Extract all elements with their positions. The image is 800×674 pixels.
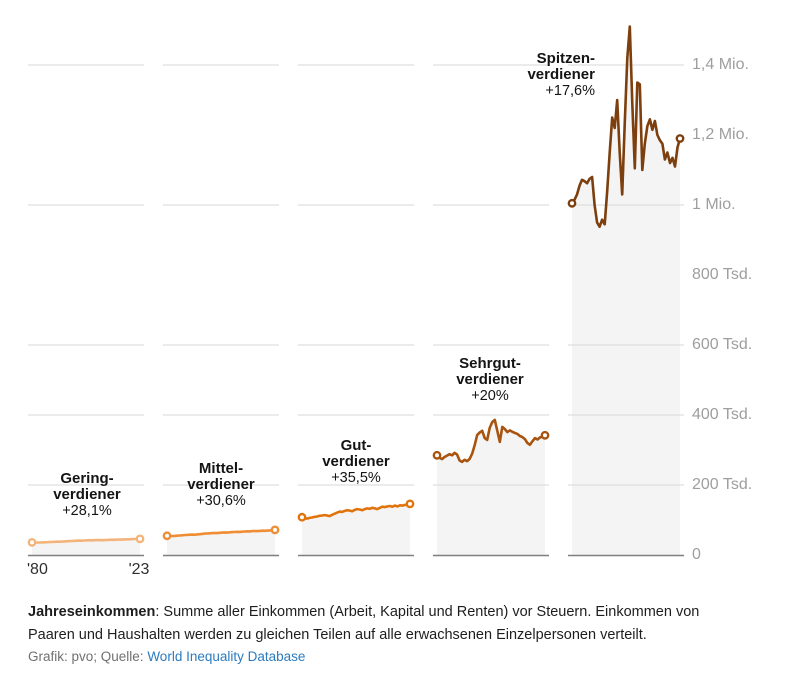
endpoint-marker	[405, 499, 415, 509]
panel-label-mittelverdiener: Mittel-verdiener +30,6%	[173, 461, 269, 509]
y-tick-label: 1 Mio.	[692, 196, 736, 213]
endpoint-marker	[135, 534, 145, 544]
y-tick-label: 400 Tsd.	[692, 406, 753, 423]
footnote-term: Jahreseinkommen	[28, 604, 156, 620]
panel-sehrgutverdiener	[432, 64, 550, 557]
group-change-pct: +20%	[471, 388, 509, 404]
income-line	[435, 418, 547, 464]
panel-geringverdiener	[27, 64, 145, 557]
y-tick-label: 1,2 Mio.	[692, 126, 749, 143]
endpoint-marker	[567, 198, 577, 208]
y-axis: 0 200 Tsd. 400 Tsd. 600 Tsd. 800 Tsd. 1 Mio. 1…	[692, 0, 797, 565]
group-name: Spitzen-verdiener	[527, 50, 595, 83]
group-name: Gut-verdiener	[322, 437, 390, 470]
panel-gutverdiener	[297, 64, 415, 557]
panel-label-spitzenverdiener: Spitzen-verdiener +17,6%	[480, 51, 595, 99]
credit-prefix: Grafik: pvo; Quelle:	[28, 649, 148, 664]
panel-label-sehrgutverdiener: Sehrgut-verdiener +20%	[432, 356, 548, 404]
chart-footnote: Jahreseinkommen: Summe aller Einkommen (…	[28, 601, 740, 647]
group-change-pct: +35,5%	[331, 470, 381, 486]
group-change-pct: +17,6%	[545, 83, 595, 99]
y-tick-label: 0	[692, 546, 701, 563]
endpoint-marker	[270, 525, 280, 535]
y-tick-label: 1,4 Mio.	[692, 56, 749, 73]
endpoint-marker	[297, 512, 307, 522]
income-line	[300, 502, 412, 520]
endpoint-marker	[432, 450, 442, 460]
group-name: Sehrgut-verdiener	[456, 355, 524, 388]
income-line	[570, 25, 682, 228]
endpoint-marker	[675, 134, 685, 143]
panel-label-gutverdiener: Gut-verdiener +35,5%	[308, 438, 404, 486]
group-name: Mittel-verdiener	[187, 460, 255, 493]
area-fill	[167, 529, 275, 555]
group-change-pct: +28,1%	[62, 503, 112, 519]
area-fill	[437, 419, 545, 555]
x-tick-end-year: '23	[128, 561, 150, 578]
y-tick-label: 800 Tsd.	[692, 266, 753, 283]
panel-spitzenverdiener	[567, 25, 685, 557]
income-line	[165, 528, 277, 538]
x-tick-start-year: '80	[27, 561, 48, 578]
endpoint-marker	[162, 531, 172, 541]
y-tick-label: 600 Tsd.	[692, 336, 753, 353]
area-fill	[302, 503, 410, 555]
y-tick-label: 200 Tsd.	[692, 476, 753, 493]
footnote-text: : Summe aller Einkommen (Arbeit, Kapital…	[28, 604, 700, 644]
endpoint-marker	[27, 538, 37, 547]
source-link[interactable]: World Inequality Database	[147, 649, 306, 664]
panel-label-geringverdiener: Gering-verdiener +28,1%	[39, 471, 135, 519]
credit-line: Grafik: pvo; Quelle: World Inequality Da…	[28, 649, 305, 664]
area-fill	[572, 26, 680, 555]
panel-mittelverdiener	[162, 64, 280, 557]
group-change-pct: +30,6%	[196, 493, 246, 509]
group-name: Gering-verdiener	[53, 470, 121, 503]
chart-canvas	[27, 25, 685, 557]
endpoint-marker	[540, 430, 550, 440]
income-line	[30, 537, 142, 544]
